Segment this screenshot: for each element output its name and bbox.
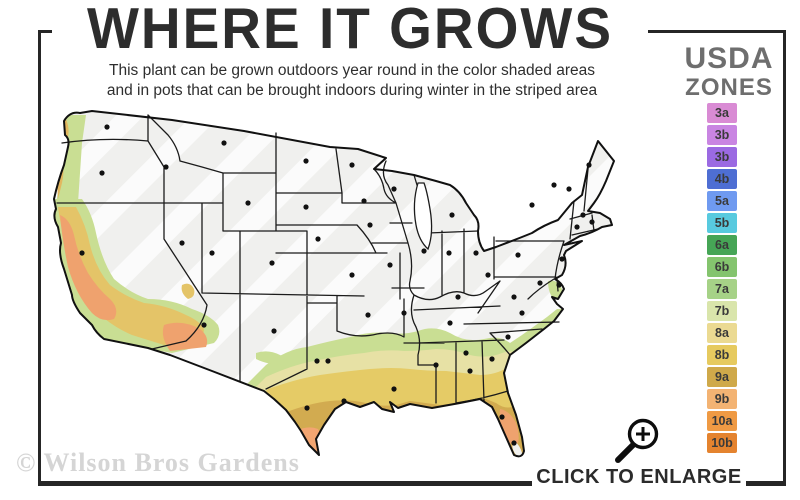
- state-dots: [79, 124, 595, 446]
- page-title: WHERE IT GROWS: [52, 0, 648, 58]
- click-to-enlarge-label[interactable]: CLICK TO ENLARGE: [532, 464, 746, 490]
- map-fill-layers: [54, 111, 614, 457]
- us-outline: [53, 110, 615, 458]
- zone-chip-4b: 4b: [707, 169, 737, 189]
- zone-legend: 3a 3b 3b 4b 5a 5b 6a 6b 7a 7b 8a 8b 9a 9b 10a 10b: [707, 103, 737, 455]
- striped-overwinter-area: [54, 111, 614, 457]
- zone-chip-5a: 5a: [707, 191, 737, 211]
- zone-chip-3b: 3b: [707, 147, 737, 167]
- nevada-gold-speck: [181, 283, 195, 299]
- oregon-coast-green: [56, 143, 82, 203]
- zone-chip-9a: 9a: [707, 367, 737, 387]
- zone-chip-3b: 3b: [707, 125, 737, 145]
- subtitle: This plant can be grown outdoors year ro…: [62, 61, 642, 101]
- zone-chip-10b: 10b: [707, 433, 737, 453]
- legend-title-zones: ZONES: [685, 74, 773, 101]
- zone-chip-7a: 7a: [707, 279, 737, 299]
- legend-title: USDA ZONES: [676, 44, 782, 100]
- legend-title-usda: USDA: [684, 42, 774, 75]
- zone-chip-6b: 6b: [707, 257, 737, 277]
- new-mexico-green-fringe: [256, 351, 287, 365]
- lake-michigan: [413, 182, 433, 251]
- zone-chip-8a: 8a: [707, 323, 737, 343]
- subtitle-line1: This plant can be grown outdoors year ro…: [109, 62, 595, 79]
- zone-chip-7b: 7b: [707, 301, 737, 321]
- zone-chip-6a: 6a: [707, 235, 737, 255]
- us-hardiness-map[interactable]: [52, 103, 652, 471]
- california-coast-salmon: [60, 215, 117, 321]
- zone-chip-9b: 9b: [707, 389, 737, 409]
- washington-coast-green: [64, 115, 86, 143]
- zone-chip-3a: 3a: [707, 103, 737, 123]
- watermark: © Wilson Bros Gardens: [16, 448, 300, 477]
- subtitle-line2: and in pots that can be brought indoors …: [106, 81, 598, 99]
- zone-chip-5b: 5b: [707, 213, 737, 233]
- magnifier-plus-icon[interactable]: [610, 414, 666, 466]
- zone-chip-10a: 10a: [707, 411, 737, 431]
- california-southwest-gold: [58, 207, 204, 345]
- zone-chip-8b: 8b: [707, 345, 737, 365]
